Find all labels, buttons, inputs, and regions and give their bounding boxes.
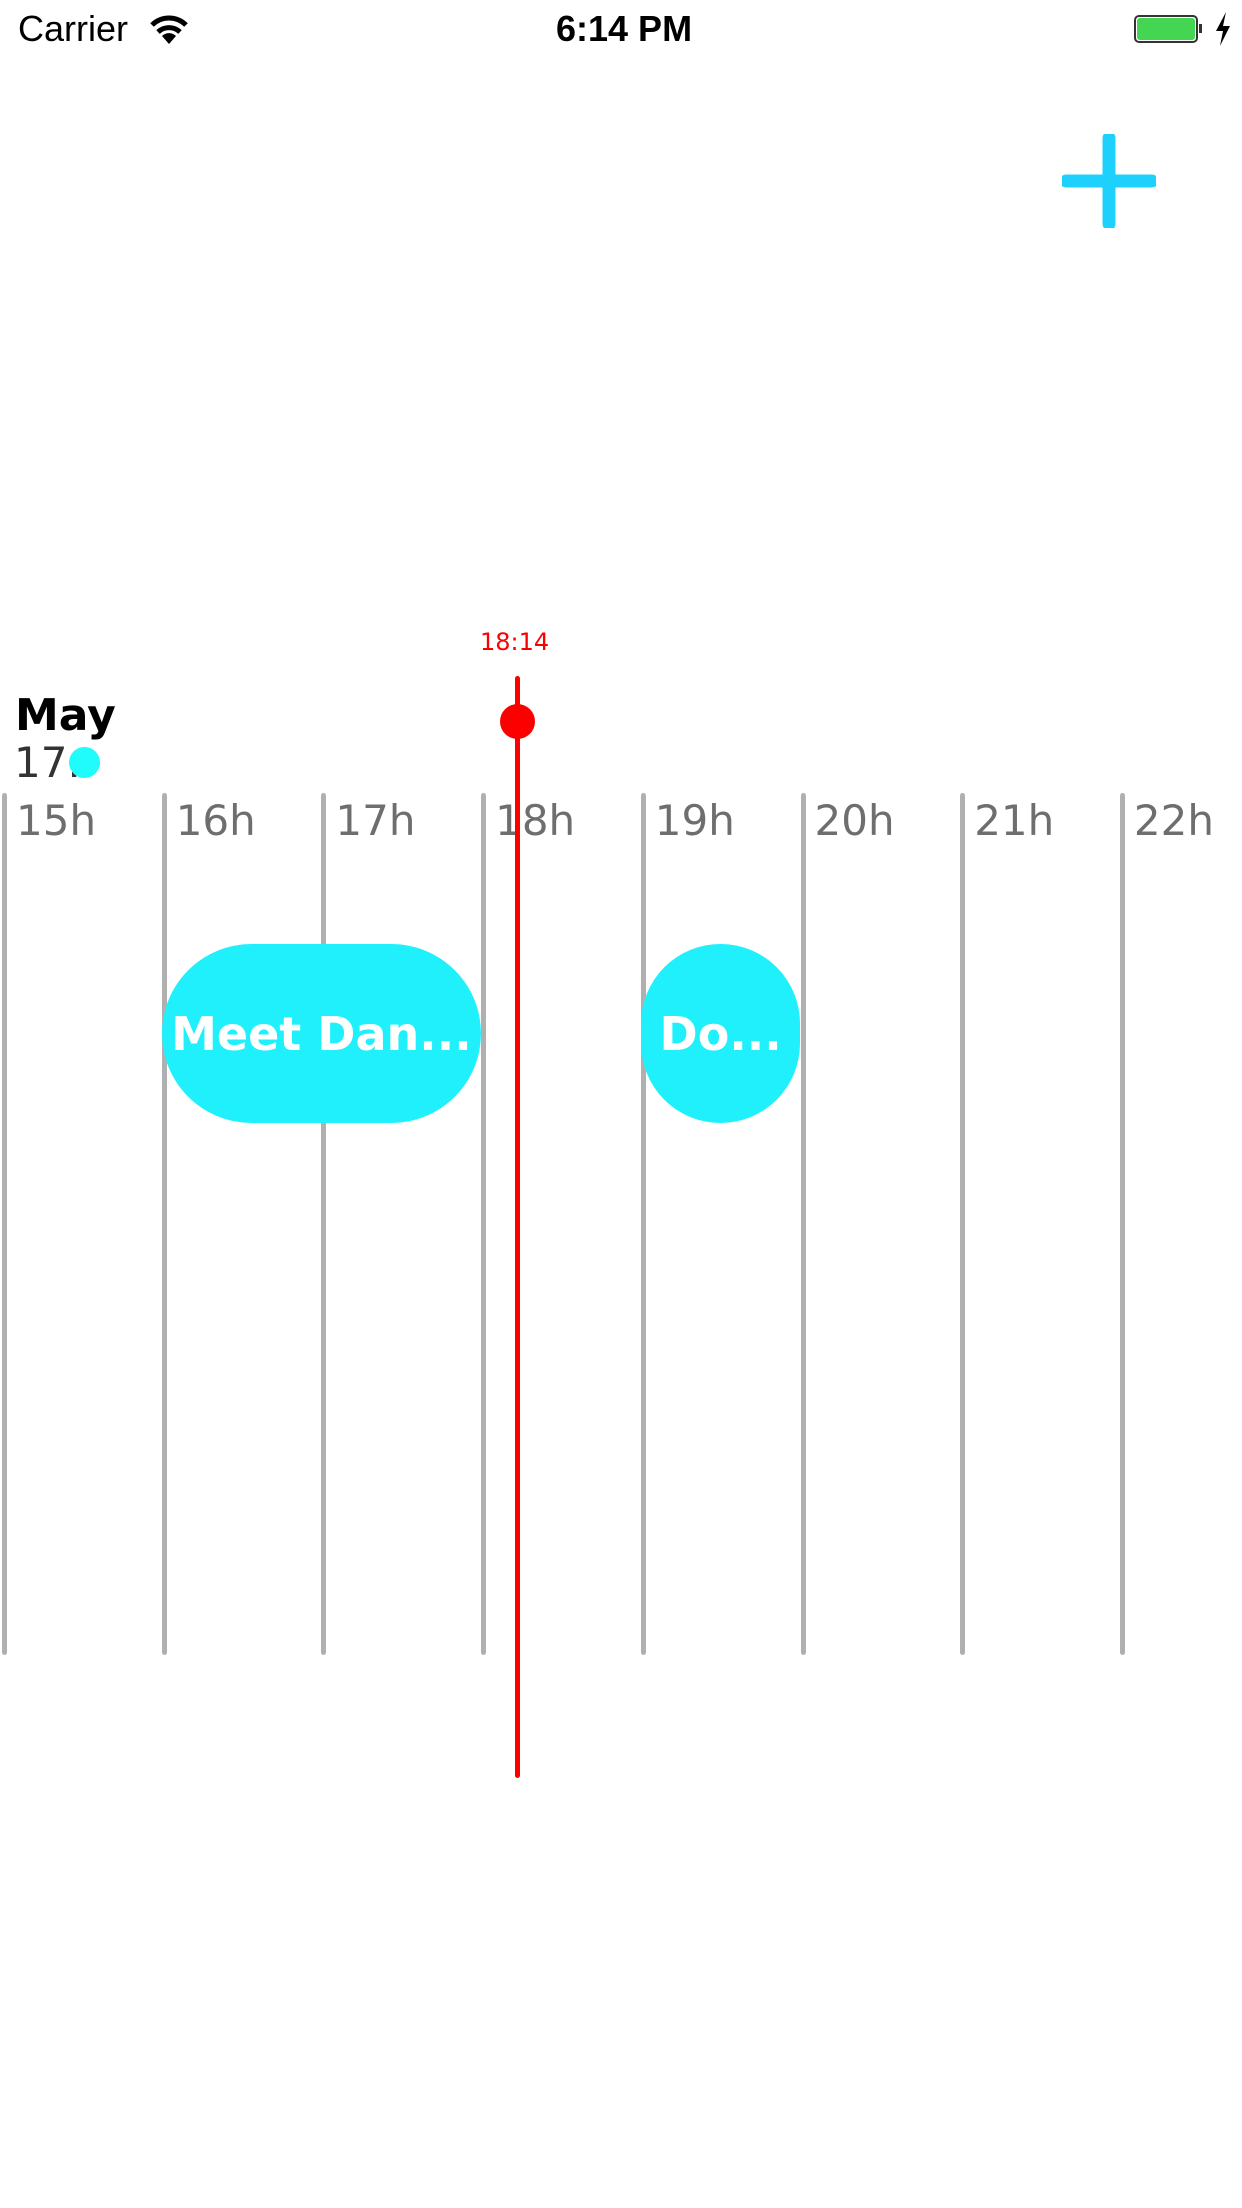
hour-gridline: [800, 793, 806, 1655]
hour-gridline: [1119, 793, 1125, 1655]
hour-label: 19h: [654, 796, 735, 845]
hour-label: 18h: [495, 796, 576, 845]
hour-gridline: [640, 793, 646, 1655]
hour-gridline: [2, 793, 7, 1655]
battery-icon: [1134, 15, 1198, 43]
hour-label: 22h: [1133, 796, 1214, 845]
status-bar: Carrier 6:14 PM: [0, 0, 1242, 62]
hour-gridline: [161, 793, 167, 1655]
add-button[interactable]: [1062, 134, 1156, 228]
hour-label: 15h: [16, 796, 97, 845]
carrier-label: Carrier: [18, 8, 129, 49]
today-dot: [69, 747, 100, 778]
current-time-dot: [500, 704, 535, 739]
event-pill[interactable]: Do...: [640, 944, 801, 1123]
hour-gridline: [960, 793, 966, 1655]
wifi-icon: [150, 15, 188, 44]
bolt-icon: [1216, 12, 1230, 46]
hour-label: 20h: [814, 796, 895, 845]
current-time-label: 18:14: [480, 628, 550, 656]
event-title: Meet Dan...: [171, 1006, 472, 1061]
hour-label: 21h: [974, 796, 1055, 845]
hour-gridline: [481, 793, 487, 1655]
event-pill[interactable]: Meet Dan...: [161, 944, 482, 1123]
month-label: May: [15, 690, 116, 741]
plus-icon: [1062, 134, 1156, 228]
current-time-line: [515, 676, 520, 1778]
hour-gridline: [321, 793, 327, 1655]
hour-label: 16h: [175, 796, 256, 845]
event-title: Do...: [659, 1006, 782, 1061]
clock: 6:14 PM: [556, 8, 693, 49]
hour-label: 17h: [335, 796, 416, 845]
